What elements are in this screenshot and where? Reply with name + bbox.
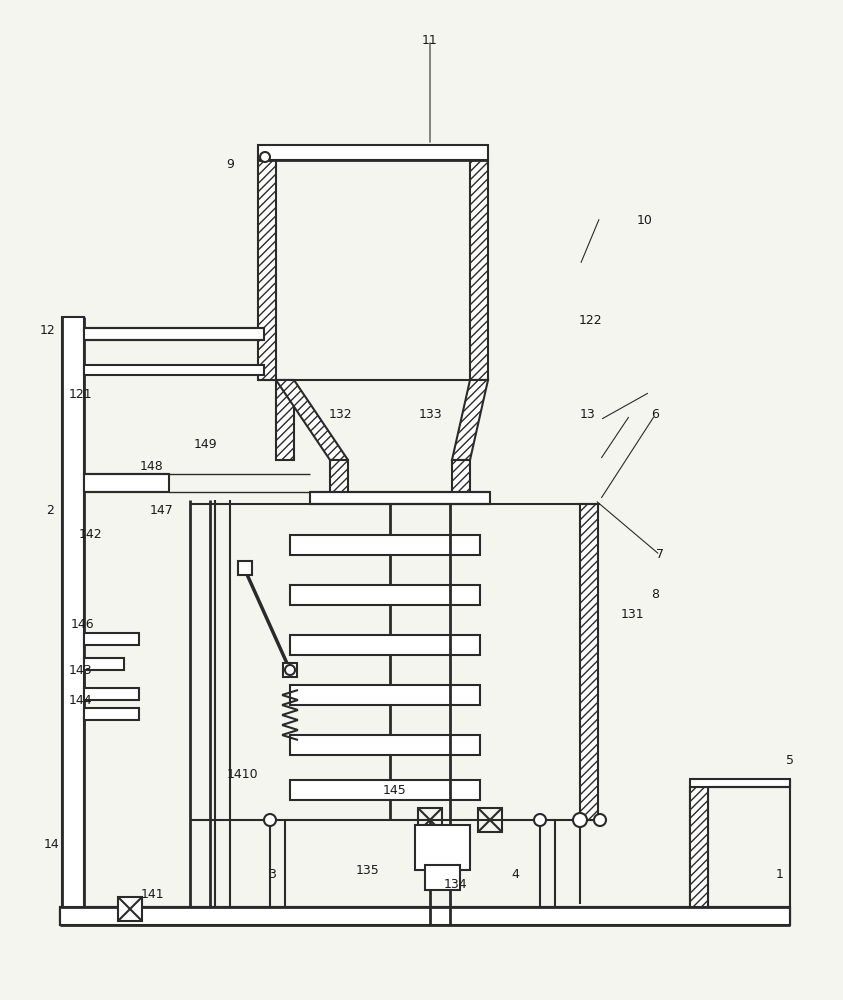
Text: 9: 9 [226,158,234,172]
Bar [84,328,264,340]
Text: 145: 145 [383,784,407,796]
Circle shape [264,814,276,826]
Bar [84,688,139,700]
Text: 12: 12 [40,324,56,336]
Text: 7: 7 [656,548,664,562]
Text: 13: 13 [580,408,596,422]
Text: 122: 122 [578,314,602,326]
Circle shape [260,152,270,162]
Bar [310,492,490,504]
Bar [290,585,480,605]
Text: 6: 6 [651,408,659,422]
Text: 134: 134 [443,879,467,892]
Bar [84,365,264,375]
Bar [478,808,502,832]
Text: 131: 131 [620,608,644,621]
Circle shape [285,665,295,675]
Bar [330,460,348,500]
Bar [84,658,124,670]
Bar [118,897,142,921]
Bar [690,787,708,907]
Bar [418,808,442,832]
Text: 11: 11 [422,33,438,46]
Bar [690,779,790,787]
Bar [60,907,790,925]
Text: 132: 132 [328,408,352,422]
Bar [84,474,169,492]
Text: 4: 4 [511,868,519,882]
Polygon shape [452,380,488,460]
Bar [415,825,470,870]
Bar [690,787,708,907]
Circle shape [594,814,606,826]
Bar [258,145,488,160]
Text: 8: 8 [651,588,659,601]
Bar [290,685,480,705]
Text: 135: 135 [356,863,380,876]
Bar [290,635,480,655]
Polygon shape [276,380,348,460]
Text: 3: 3 [268,868,276,882]
Bar [62,317,84,907]
Bar [258,160,276,380]
Text: 144: 144 [68,694,92,706]
Text: 142: 142 [78,528,102,542]
Text: 2: 2 [46,504,54,516]
Bar [452,460,470,500]
Bar [290,735,480,755]
Bar [276,380,294,460]
Bar [425,865,460,890]
Text: 10: 10 [637,214,653,227]
Bar [580,504,598,820]
Bar [290,535,480,555]
Circle shape [534,814,546,826]
Bar [84,633,139,645]
Bar [238,561,252,575]
Text: 1410: 1410 [226,768,258,782]
Text: 148: 148 [140,460,164,474]
Circle shape [573,813,587,827]
Text: 133: 133 [418,408,442,422]
Bar [60,907,790,925]
Bar [283,663,297,677]
Text: 147: 147 [150,504,174,516]
Text: 149: 149 [193,438,217,452]
Bar [470,160,488,380]
Text: 121: 121 [68,388,92,401]
Bar [290,780,480,800]
Text: 141: 141 [140,888,164,902]
Text: 5: 5 [786,754,794,766]
Text: 143: 143 [68,664,92,676]
Bar [84,708,139,720]
Text: 14: 14 [44,838,60,852]
Text: 146: 146 [70,618,94,632]
Text: 1: 1 [776,868,784,882]
